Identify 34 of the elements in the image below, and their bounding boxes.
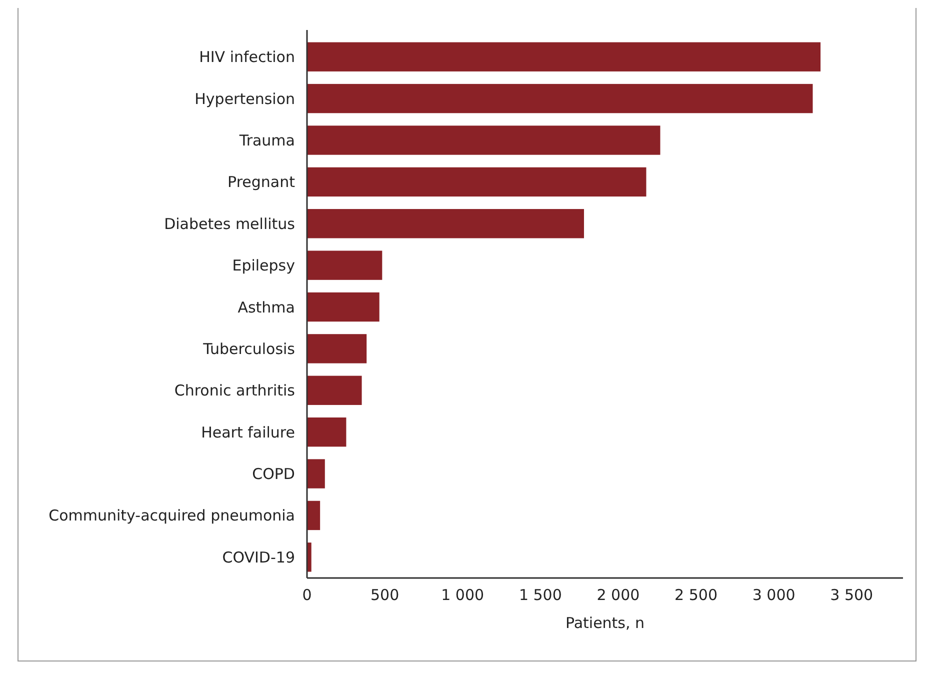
bar <box>307 167 646 197</box>
y-tick-label: Trauma <box>238 131 295 150</box>
bar <box>307 292 380 322</box>
y-tick-label: Hypertension <box>194 90 295 108</box>
bar <box>307 500 320 530</box>
x-tick-label: 500 <box>370 586 400 604</box>
bar <box>307 42 821 72</box>
y-tick-label: Diabetes mellitus <box>164 214 296 233</box>
x-tick-label: 2 000 <box>596 586 640 604</box>
bar <box>307 334 367 364</box>
y-tick-label: Tuberculosis <box>202 340 296 358</box>
x-tick-label: 0 <box>302 586 312 604</box>
bar <box>307 376 362 405</box>
bar <box>307 84 813 114</box>
bar <box>307 417 346 447</box>
y-tick-label: Asthma <box>238 298 295 316</box>
bar <box>307 250 382 280</box>
bar <box>307 126 660 155</box>
y-tick-label: HIV infection <box>199 48 295 66</box>
x-tick-label: 1 000 <box>441 586 484 604</box>
y-tick-label: Community-acquired pneumonia <box>48 506 295 525</box>
y-tick-label: Chronic arthritis <box>174 382 296 400</box>
y-tick-label: COVID-19 <box>222 548 295 566</box>
bar <box>307 209 584 238</box>
y-tick-label: Pregnant <box>228 173 296 192</box>
x-axis-title: Patients, n <box>565 614 645 632</box>
x-tick-label: 1 500 <box>518 586 562 604</box>
x-tick-label: 2 500 <box>674 586 718 604</box>
bar <box>307 459 325 488</box>
y-tick-label: Epilepsy <box>232 256 296 275</box>
y-tick-label: COPD <box>252 465 295 484</box>
x-tick-label: 3 000 <box>752 586 796 604</box>
x-tick-label: 3 500 <box>830 586 874 604</box>
y-tick-label: Heart failure <box>201 423 295 442</box>
